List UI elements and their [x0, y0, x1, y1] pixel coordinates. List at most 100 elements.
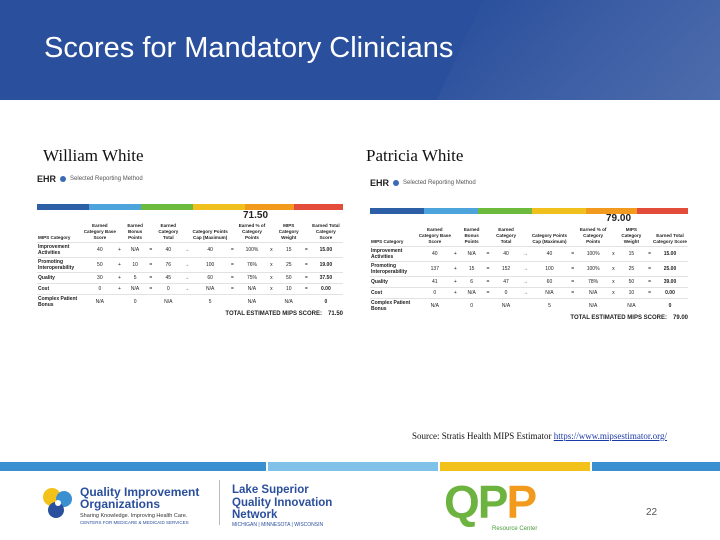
- table-cell: →: [183, 242, 191, 258]
- table-cell: N/A: [121, 283, 149, 295]
- category-name: Improvement Activities: [370, 246, 417, 262]
- total-score-value: 71.50: [327, 311, 343, 317]
- table-cell: →: [183, 257, 191, 273]
- table-cell: →: [521, 287, 529, 299]
- table-cell: +: [116, 242, 122, 258]
- table-cell: N/A: [457, 246, 486, 262]
- table-cell: [148, 294, 154, 309]
- table-cell: [229, 294, 235, 309]
- table-cell: 19.00: [308, 257, 343, 273]
- table-cell: →: [183, 272, 191, 284]
- column-header: Earned Category Base Score: [418, 227, 451, 244]
- column-header: Category Points Cap (Maximum): [531, 233, 568, 244]
- table-cell: =: [148, 272, 154, 284]
- table-cell: 75%: [234, 272, 270, 284]
- footer-stripe-yellow: [440, 462, 590, 471]
- table-cell: 25: [273, 257, 304, 273]
- info-icon[interactable]: [393, 180, 400, 186]
- table-row: Improvement Activities 40 + N/A = 40 → 40 = 100% x…: [37, 242, 343, 258]
- table-cell: 15.00: [308, 242, 343, 258]
- total-score-line: TOTAL ESTIMATED MIPS SCORE: 71.50: [37, 311, 343, 317]
- table-cell: 37.50: [308, 272, 343, 284]
- table-cell: +: [116, 257, 122, 273]
- table-cell: x: [611, 261, 616, 277]
- category-name: Complex Patient Bonus: [370, 298, 417, 313]
- table-cell: =: [303, 242, 309, 258]
- score-value: 79.00: [606, 213, 632, 224]
- table-cell: N/A: [234, 283, 270, 295]
- category-name: Improvement Activities: [37, 242, 83, 258]
- table-cell: [485, 298, 491, 313]
- table-cell: =: [229, 242, 235, 258]
- table-row: Promoting Interoperability 50 +10 = 76 → 100 = 7…: [37, 257, 343, 273]
- table-cell: x: [269, 283, 274, 295]
- table-cell: +: [452, 261, 458, 277]
- table-cell: +: [452, 287, 458, 299]
- table-cell: =: [647, 261, 652, 277]
- table-cell: [647, 298, 652, 313]
- table-cell: N/A: [121, 242, 149, 258]
- mips-estimator-panel-patricia: EHR Selected Reporting Method 79.00 MIPS…: [370, 176, 688, 321]
- table-cell: 30: [82, 272, 117, 284]
- table-cell: x: [269, 242, 274, 258]
- table-cell: 100%: [575, 261, 612, 277]
- table-cell: +: [452, 246, 458, 262]
- table-cell: =: [570, 261, 576, 277]
- table-cell: N/A: [457, 287, 486, 299]
- lake-line2: Quality Innovation: [232, 496, 333, 509]
- table-cell: =: [647, 246, 652, 262]
- score-gradient-bar: [370, 208, 688, 214]
- qio-line1: Quality Improvement: [80, 485, 200, 499]
- table-cell: →: [521, 276, 529, 288]
- category-name: Cost: [37, 283, 83, 295]
- category-name: Cost: [370, 287, 417, 299]
- table-cell: =: [229, 257, 235, 273]
- source-link[interactable]: https://www.mipsestimator.org/: [553, 431, 668, 441]
- total-score-line: TOTAL ESTIMATED MIPS SCORE: 79.00: [370, 315, 688, 321]
- lake-states: MICHIGAN | MINNESOTA | WISCONSIN: [232, 522, 324, 528]
- table-row: Cost 0 + N/A = 0 → N/A = N/A x 10 = 0.00: [37, 283, 343, 295]
- table-cell: →: [521, 246, 529, 262]
- slide-title: Scores for Mandatory Clinicians: [44, 32, 454, 64]
- table-cell: =: [485, 246, 491, 262]
- table-row: Promoting Interoperability 137 +15 = 152 → 100…: [370, 261, 688, 277]
- category-name: Quality: [370, 276, 417, 288]
- table-cell: 60: [528, 276, 571, 288]
- qio-logo-text: Quality Improvement Organizations: [80, 486, 199, 510]
- table-cell: →: [521, 261, 529, 277]
- reporting-method-label: Selected Reporting Method: [70, 176, 143, 182]
- source-citation: Source: Stratis Health MIPS Estimator ht…: [412, 431, 667, 441]
- table-cell: 40: [190, 242, 230, 258]
- score-gradient-bar: [37, 204, 343, 210]
- total-score-value: 79.00: [672, 315, 688, 321]
- operator-spacer: [522, 226, 529, 247]
- table-cell: =: [229, 283, 235, 295]
- table-cell: +: [116, 283, 122, 295]
- score-value: 71.50: [243, 210, 269, 221]
- table-cell: =: [570, 287, 576, 299]
- table-cell: 40: [490, 246, 522, 262]
- qpp-subtitle: Resource Center: [492, 526, 538, 532]
- table-cell: N/A: [416, 298, 453, 313]
- category-name: Promoting Interoperability: [370, 261, 417, 277]
- column-header: Earned Total Category Score: [653, 233, 687, 244]
- table-row: Cost 0 + N/A = 0 → N/A = N/A x 10 = 0.00: [370, 287, 688, 299]
- column-header: Earned Bonus Points: [463, 227, 480, 244]
- qio-line2: Organizations: [80, 497, 161, 511]
- table-cell: x: [269, 257, 274, 273]
- table-cell: 76%: [234, 257, 270, 273]
- table-cell: 41: [416, 276, 453, 288]
- table-cell: 50: [273, 272, 304, 284]
- table-cell: =: [148, 242, 154, 258]
- table-cell: N/A: [615, 298, 648, 313]
- table-cell: 50: [82, 257, 117, 273]
- table-cell: 40: [528, 246, 571, 262]
- table-cell: =: [148, 257, 154, 273]
- info-icon[interactable]: [60, 176, 67, 182]
- table-cell: 45: [153, 272, 184, 284]
- footer-stripe-blue-right: [592, 462, 720, 471]
- table-row: Quality 41 +6 = 47 → 60 = 78% x 50 = 39.00: [370, 276, 688, 288]
- table-cell: 0: [652, 298, 688, 313]
- table-cell: [116, 294, 122, 309]
- table-cell: [303, 294, 309, 309]
